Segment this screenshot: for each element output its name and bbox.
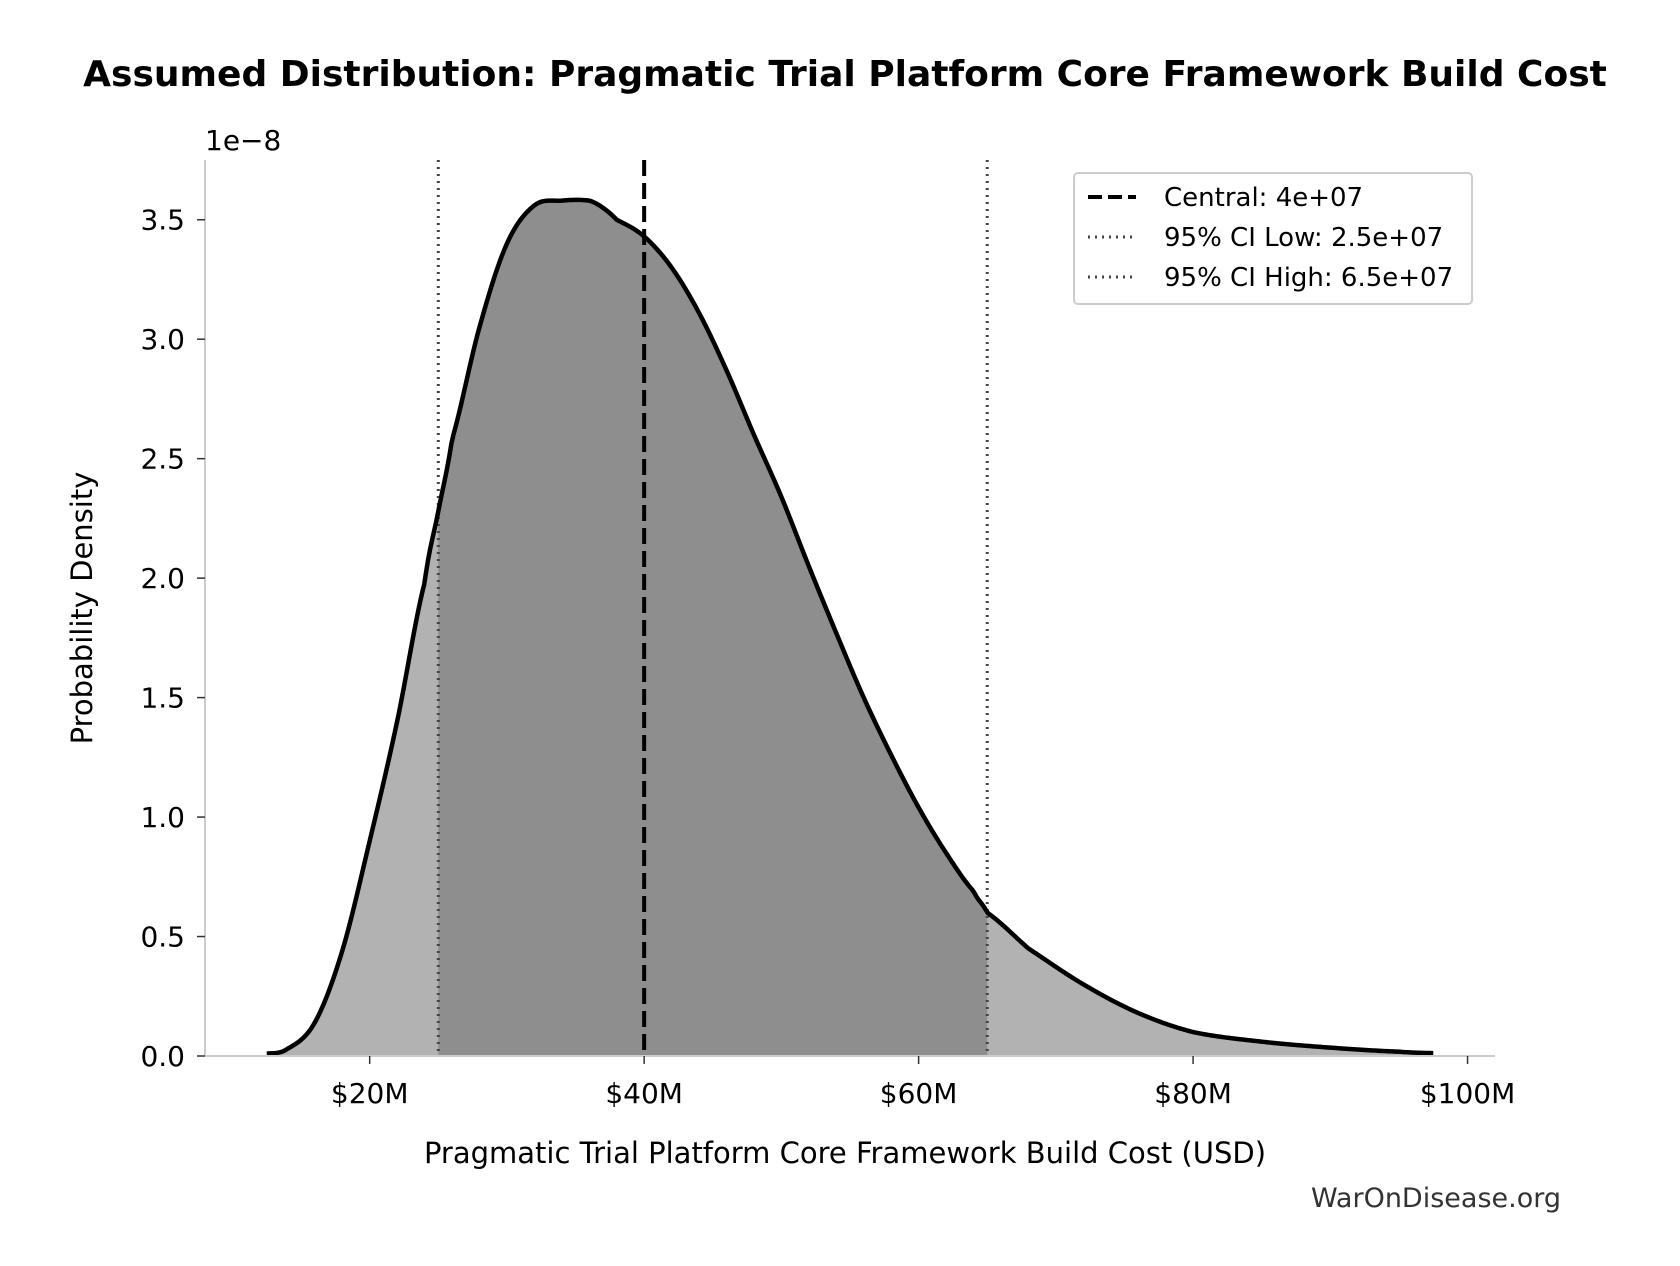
axes: $20M $40M $60M $80M $100M 0.0 0.5 1.0 1.5 2.0 2.5… <box>140 160 1515 1110</box>
y-tick-label: 0.5 <box>140 921 185 954</box>
legend-ci-high-label: 95% CI High: 6.5e+07 <box>1164 263 1453 293</box>
y-offset-label: 1e−8 <box>205 124 281 157</box>
legend-ci-low-label: 95% CI Low: 2.5e+07 <box>1164 223 1443 253</box>
x-tick-label: $40M <box>605 1077 683 1110</box>
x-tick-label: $80M <box>1154 1077 1232 1110</box>
y-tick-label: 3.5 <box>140 204 185 237</box>
y-tick-label: 1.5 <box>140 682 185 715</box>
watermark: WarOnDisease.org <box>1311 1183 1561 1214</box>
legend-central-label: Central: 4e+07 <box>1164 183 1363 213</box>
x-ticks: $20M $40M $60M $80M $100M <box>331 1056 1515 1110</box>
legend-box <box>1073 172 1473 305</box>
y-tick-label: 3.0 <box>140 323 185 356</box>
density-curve <box>266 197 1434 1056</box>
y-axis-label: Probability Density <box>65 472 99 745</box>
y-ticks: 0.0 0.5 1.0 1.5 2.0 2.5 3.0 3.5 <box>140 204 205 1073</box>
ci-area <box>438 199 988 1057</box>
y-tick-label: 2.5 <box>140 443 185 476</box>
x-tick-label: $60M <box>880 1077 958 1110</box>
plot-area <box>266 160 1434 1057</box>
x-tick-label: $20M <box>331 1077 409 1110</box>
x-axis-label: Pragmatic Trial Platform Core Framework … <box>424 1136 1266 1170</box>
chart-title: Assumed Distribution: Pragmatic Trial Pl… <box>83 54 1607 95</box>
x-tick-label: $100M <box>1420 1077 1515 1110</box>
y-tick-label: 0.0 <box>140 1040 185 1073</box>
y-tick-label: 2.0 <box>140 562 185 595</box>
legend: Central: 4e+07 95% CI Low: 2.5e+07 95% C… <box>1073 172 1473 305</box>
y-tick-label: 1.0 <box>140 801 185 834</box>
